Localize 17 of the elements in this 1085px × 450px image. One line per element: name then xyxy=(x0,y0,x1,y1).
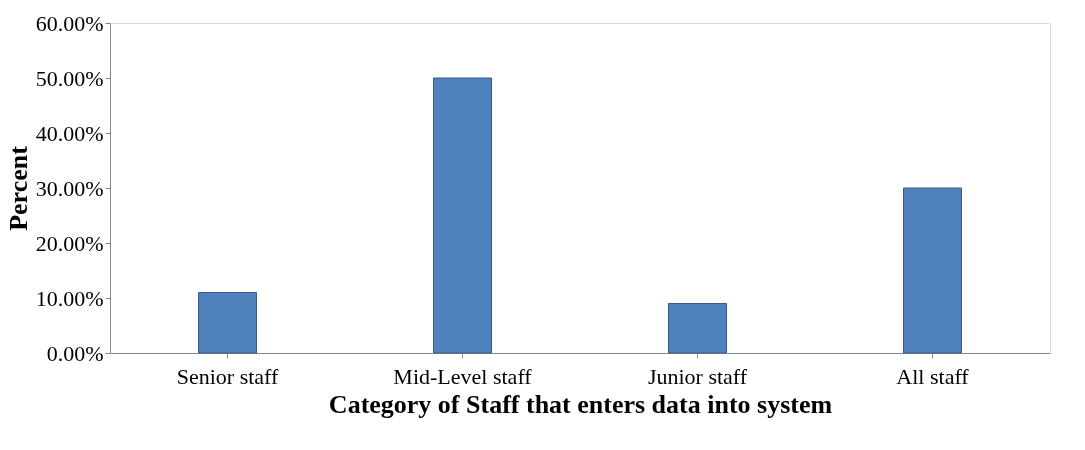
x-tick-label: Senior staff xyxy=(176,363,279,389)
x-tick-label: All staff xyxy=(896,363,970,389)
y-tick-label: 30.00% xyxy=(35,175,104,201)
bar xyxy=(198,292,257,354)
y-tick-label: 40.00% xyxy=(35,120,104,146)
bar xyxy=(668,303,727,354)
bar xyxy=(903,187,962,354)
y-tick-label: 60.00% xyxy=(35,10,104,36)
y-axis-title: Percent xyxy=(3,145,33,231)
y-tick-label: 0.00% xyxy=(46,340,104,366)
y-tick-label: 10.00% xyxy=(35,285,104,311)
x-tick-label: Junior staff xyxy=(647,363,748,389)
x-axis-title: Category of Staff that enters data into system xyxy=(328,389,833,419)
bar xyxy=(433,77,492,354)
y-tick-label: 50.00% xyxy=(35,65,104,91)
y-tick-label: 20.00% xyxy=(35,230,104,256)
x-tick-label: Mid-Level staff xyxy=(393,363,533,389)
